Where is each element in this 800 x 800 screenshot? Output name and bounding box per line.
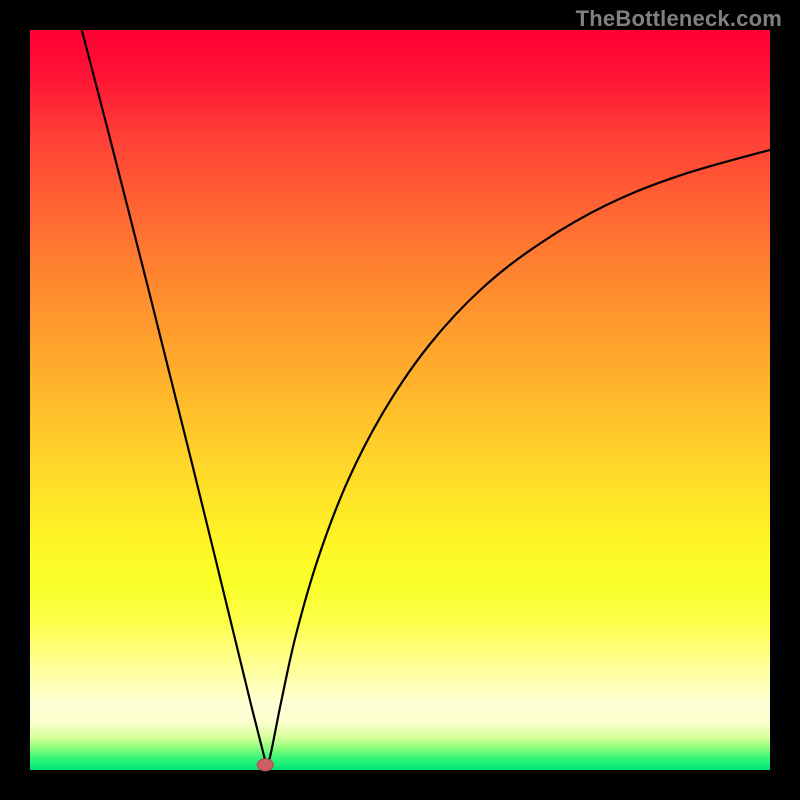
curve-left-branch bbox=[82, 30, 267, 768]
curve-overlay bbox=[0, 0, 800, 800]
chart-container: TheBottleneck.com bbox=[0, 0, 800, 800]
curve-right-branch bbox=[267, 150, 770, 768]
vertex-marker bbox=[257, 759, 273, 771]
watermark-text: TheBottleneck.com bbox=[576, 6, 782, 32]
